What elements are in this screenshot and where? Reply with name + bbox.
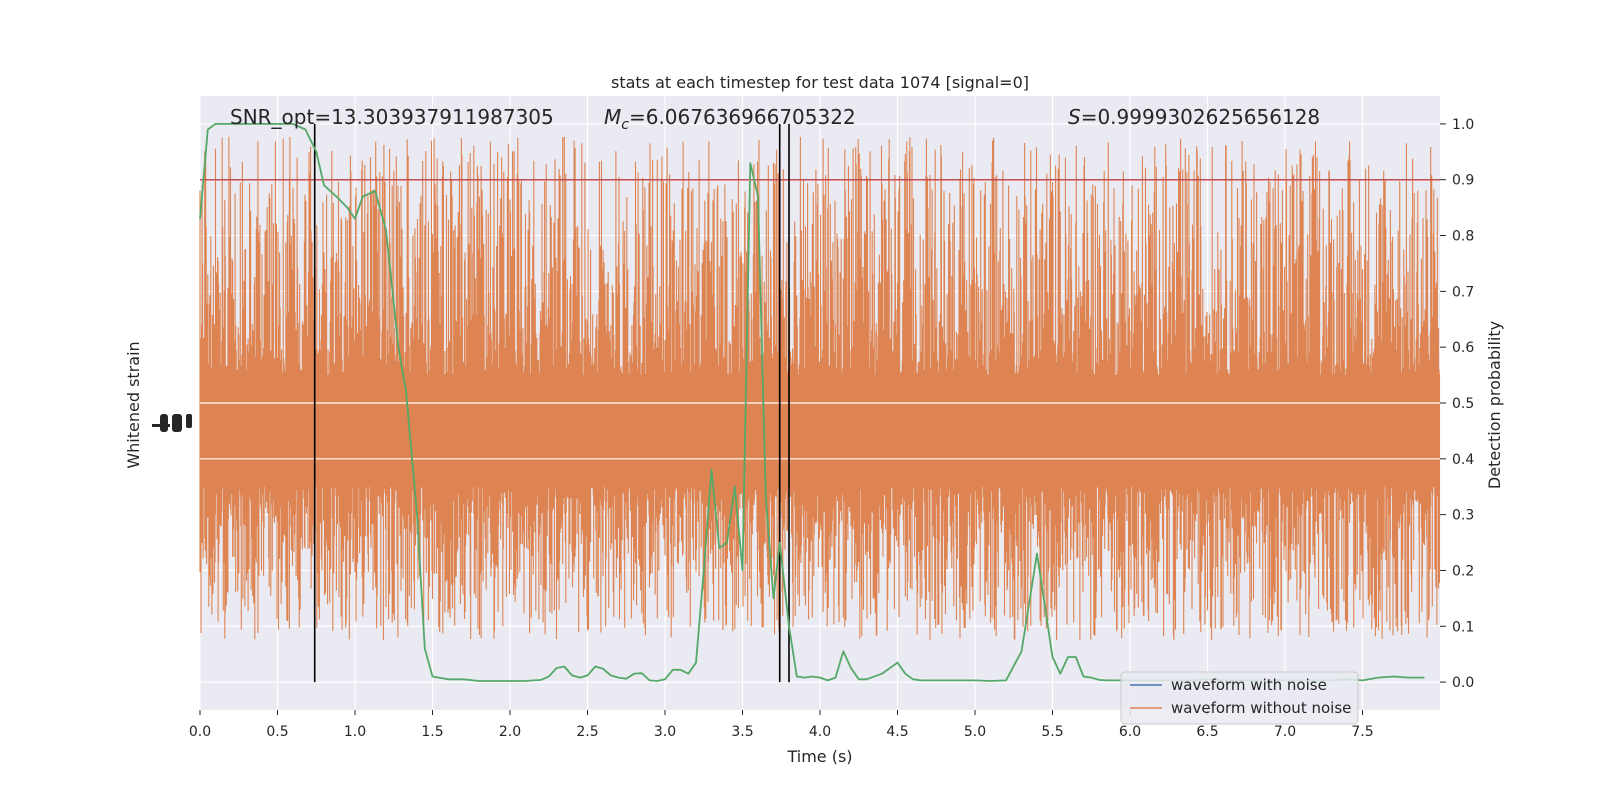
x-tick-label: 6.0 <box>1119 724 1141 740</box>
legend-label-with-noise: waveform with noise <box>1171 676 1327 694</box>
y-axis-ticks-right: 0.0 0.1 0.2 0.3 0.4 0.5 0.6 0.7 0.8 0.9 1.0 <box>1440 117 1474 691</box>
x-tick-label: 0.5 <box>266 724 288 740</box>
y-tick-label: 0.4 <box>1452 452 1474 468</box>
chirp-mass-value: =6.067636966705322 <box>629 105 856 129</box>
x-tick-label: 1.5 <box>421 724 443 740</box>
noise-band-core <box>200 375 1440 487</box>
legend-label-without-noise: waveform without noise <box>1171 699 1351 717</box>
y-axis-label-left: Whitened strain <box>124 341 143 468</box>
chirp-mass-subscript: c <box>621 117 629 133</box>
y-tick-label: 0.3 <box>1452 508 1474 524</box>
legend: waveform with noise waveform without noi… <box>1120 671 1359 725</box>
y-axis-label-right: Detection probability <box>1485 321 1504 489</box>
x-axis-label: Time (s) <box>786 747 852 766</box>
x-tick-label: 1.0 <box>344 724 366 740</box>
y-tick-label: 0.5 <box>1452 396 1474 412</box>
overlay-lines <box>200 123 1440 683</box>
x-tick-label: 5.5 <box>1041 724 1063 740</box>
y-tick-label: 0.2 <box>1452 563 1474 579</box>
significance-symbol: S <box>1068 105 1081 129</box>
significance-annotation: S=0.9999302625656128 <box>1068 105 1320 129</box>
left-axis-ticks <box>152 414 192 432</box>
legend-box <box>1120 671 1359 725</box>
x-tick-label: 4.5 <box>886 724 908 740</box>
chirp-mass-symbol: M <box>604 105 621 129</box>
y-tick-label: 0.7 <box>1452 284 1474 300</box>
x-tick-label: 5.0 <box>964 724 986 740</box>
y-tick-label: 1.0 <box>1452 117 1474 133</box>
x-tick-label: 4.0 <box>809 724 831 740</box>
y-tick-label: 0.9 <box>1452 173 1474 189</box>
x-tick-label: 3.5 <box>731 724 753 740</box>
chirp-mass-annotation: Mc=6.067636966705322 <box>604 105 856 133</box>
x-tick-label: 0.0 <box>189 724 211 740</box>
y-tick-label: 0.1 <box>1452 619 1474 635</box>
x-tick-label: 7.0 <box>1274 724 1296 740</box>
y-tick-label: 0.0 <box>1452 675 1474 691</box>
x-tick-label: 2.5 <box>576 724 598 740</box>
x-tick-label: 6.5 <box>1196 724 1218 740</box>
chart-title: stats at each timestep for test data 107… <box>611 73 1029 92</box>
y-tick-label: 0.6 <box>1452 340 1474 356</box>
snr-annotation: SNR_opt=13.303937911987305 <box>230 105 554 129</box>
significance-value: =0.9999302625656128 <box>1081 105 1320 129</box>
x-tick-label: 3.0 <box>654 724 676 740</box>
x-axis-ticks: 0.0 0.5 1.0 1.5 2.0 2.5 3.0 3.5 4.0 4.5 5.0 5.5 6.0 6… <box>189 710 1374 740</box>
x-tick-label: 2.0 <box>499 724 521 740</box>
x-tick-label: 7.5 <box>1351 724 1373 740</box>
y-tick-label: 0.8 <box>1452 229 1474 245</box>
